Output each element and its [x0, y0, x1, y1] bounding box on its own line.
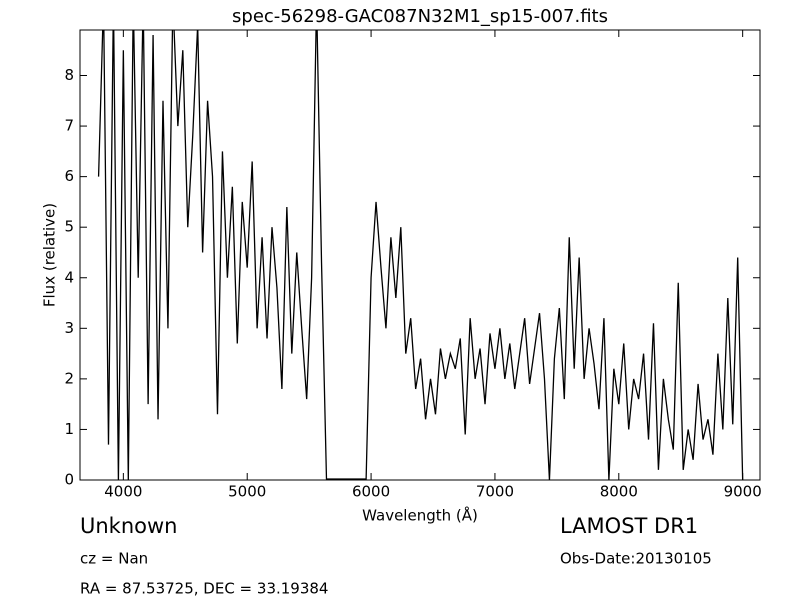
y-tick-label: 7	[64, 117, 74, 135]
x-tick-label: 7000	[476, 483, 514, 501]
x-tick-label: 5000	[228, 483, 266, 501]
plot-frame	[79, 29, 761, 481]
spectrum-line	[97, 30, 744, 480]
x-tick-label: 6000	[352, 483, 390, 501]
y-tick-label: 8	[64, 66, 74, 84]
redshift: cz = Nan	[80, 550, 148, 568]
y-axis-label: Flux (relative)	[41, 203, 59, 307]
y-tick-label: 6	[64, 167, 74, 185]
y-tick-label: 1	[64, 420, 74, 438]
x-tick-label: 4000	[104, 483, 142, 501]
y-tick-label: 5	[64, 218, 74, 236]
survey: LAMOST DR1	[560, 514, 698, 538]
coordinates: RA = 87.53725, DEC = 33.19384	[80, 580, 328, 598]
x-tick-label: 8000	[600, 483, 638, 501]
chart-title: spec-56298-GAC087N32M1_sp15-007.fits	[232, 6, 608, 27]
y-tick-label: 4	[64, 268, 74, 286]
object-class: Unknown	[80, 514, 177, 538]
y-tick-label: 2	[64, 369, 74, 387]
x-tick-label: 9000	[724, 483, 762, 501]
y-tick-label: 0	[64, 471, 74, 489]
y-tick-label: 3	[64, 319, 74, 337]
obs-date: Obs-Date:20130105	[560, 550, 712, 568]
x-axis-label: Wavelength (Å)	[362, 506, 478, 525]
